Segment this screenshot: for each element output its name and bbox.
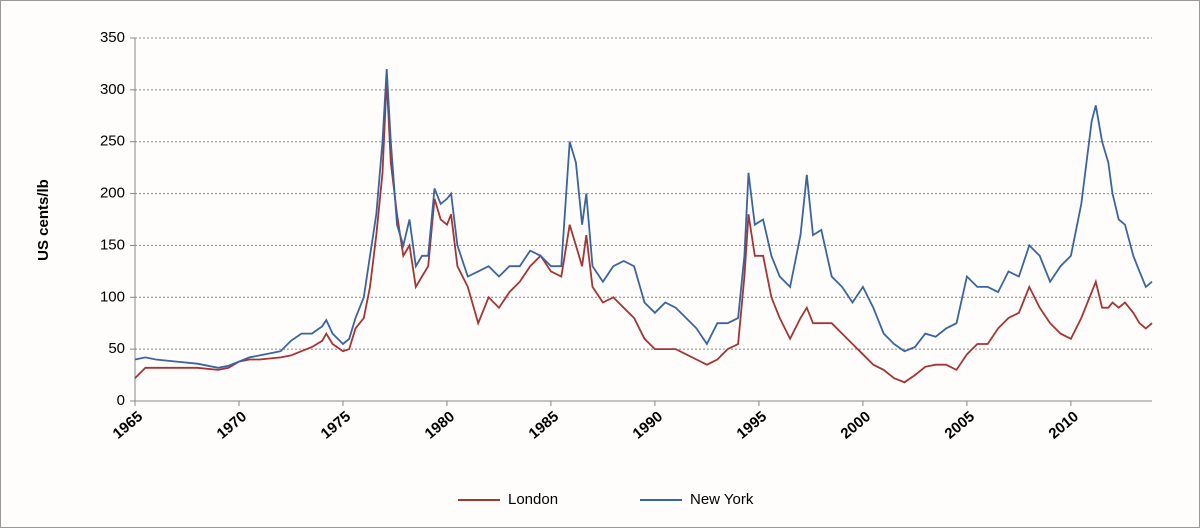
y-tick-label: 100 [100,288,125,305]
y-tick-label: 350 [100,29,125,46]
series-line [134,69,1153,369]
legend-label: New York [690,491,754,508]
y-tick-label: 200 [100,185,125,202]
y-axis-label: US cents/lb [35,179,52,261]
y-tick-label: 50 [108,340,125,357]
y-tick-label: 0 [117,392,125,409]
series-line [134,79,1153,384]
y-tick-label: 300 [100,81,125,98]
legend-label: London [508,491,558,508]
y-tick-label: 150 [100,236,125,253]
y-tick-label: 250 [100,133,125,150]
